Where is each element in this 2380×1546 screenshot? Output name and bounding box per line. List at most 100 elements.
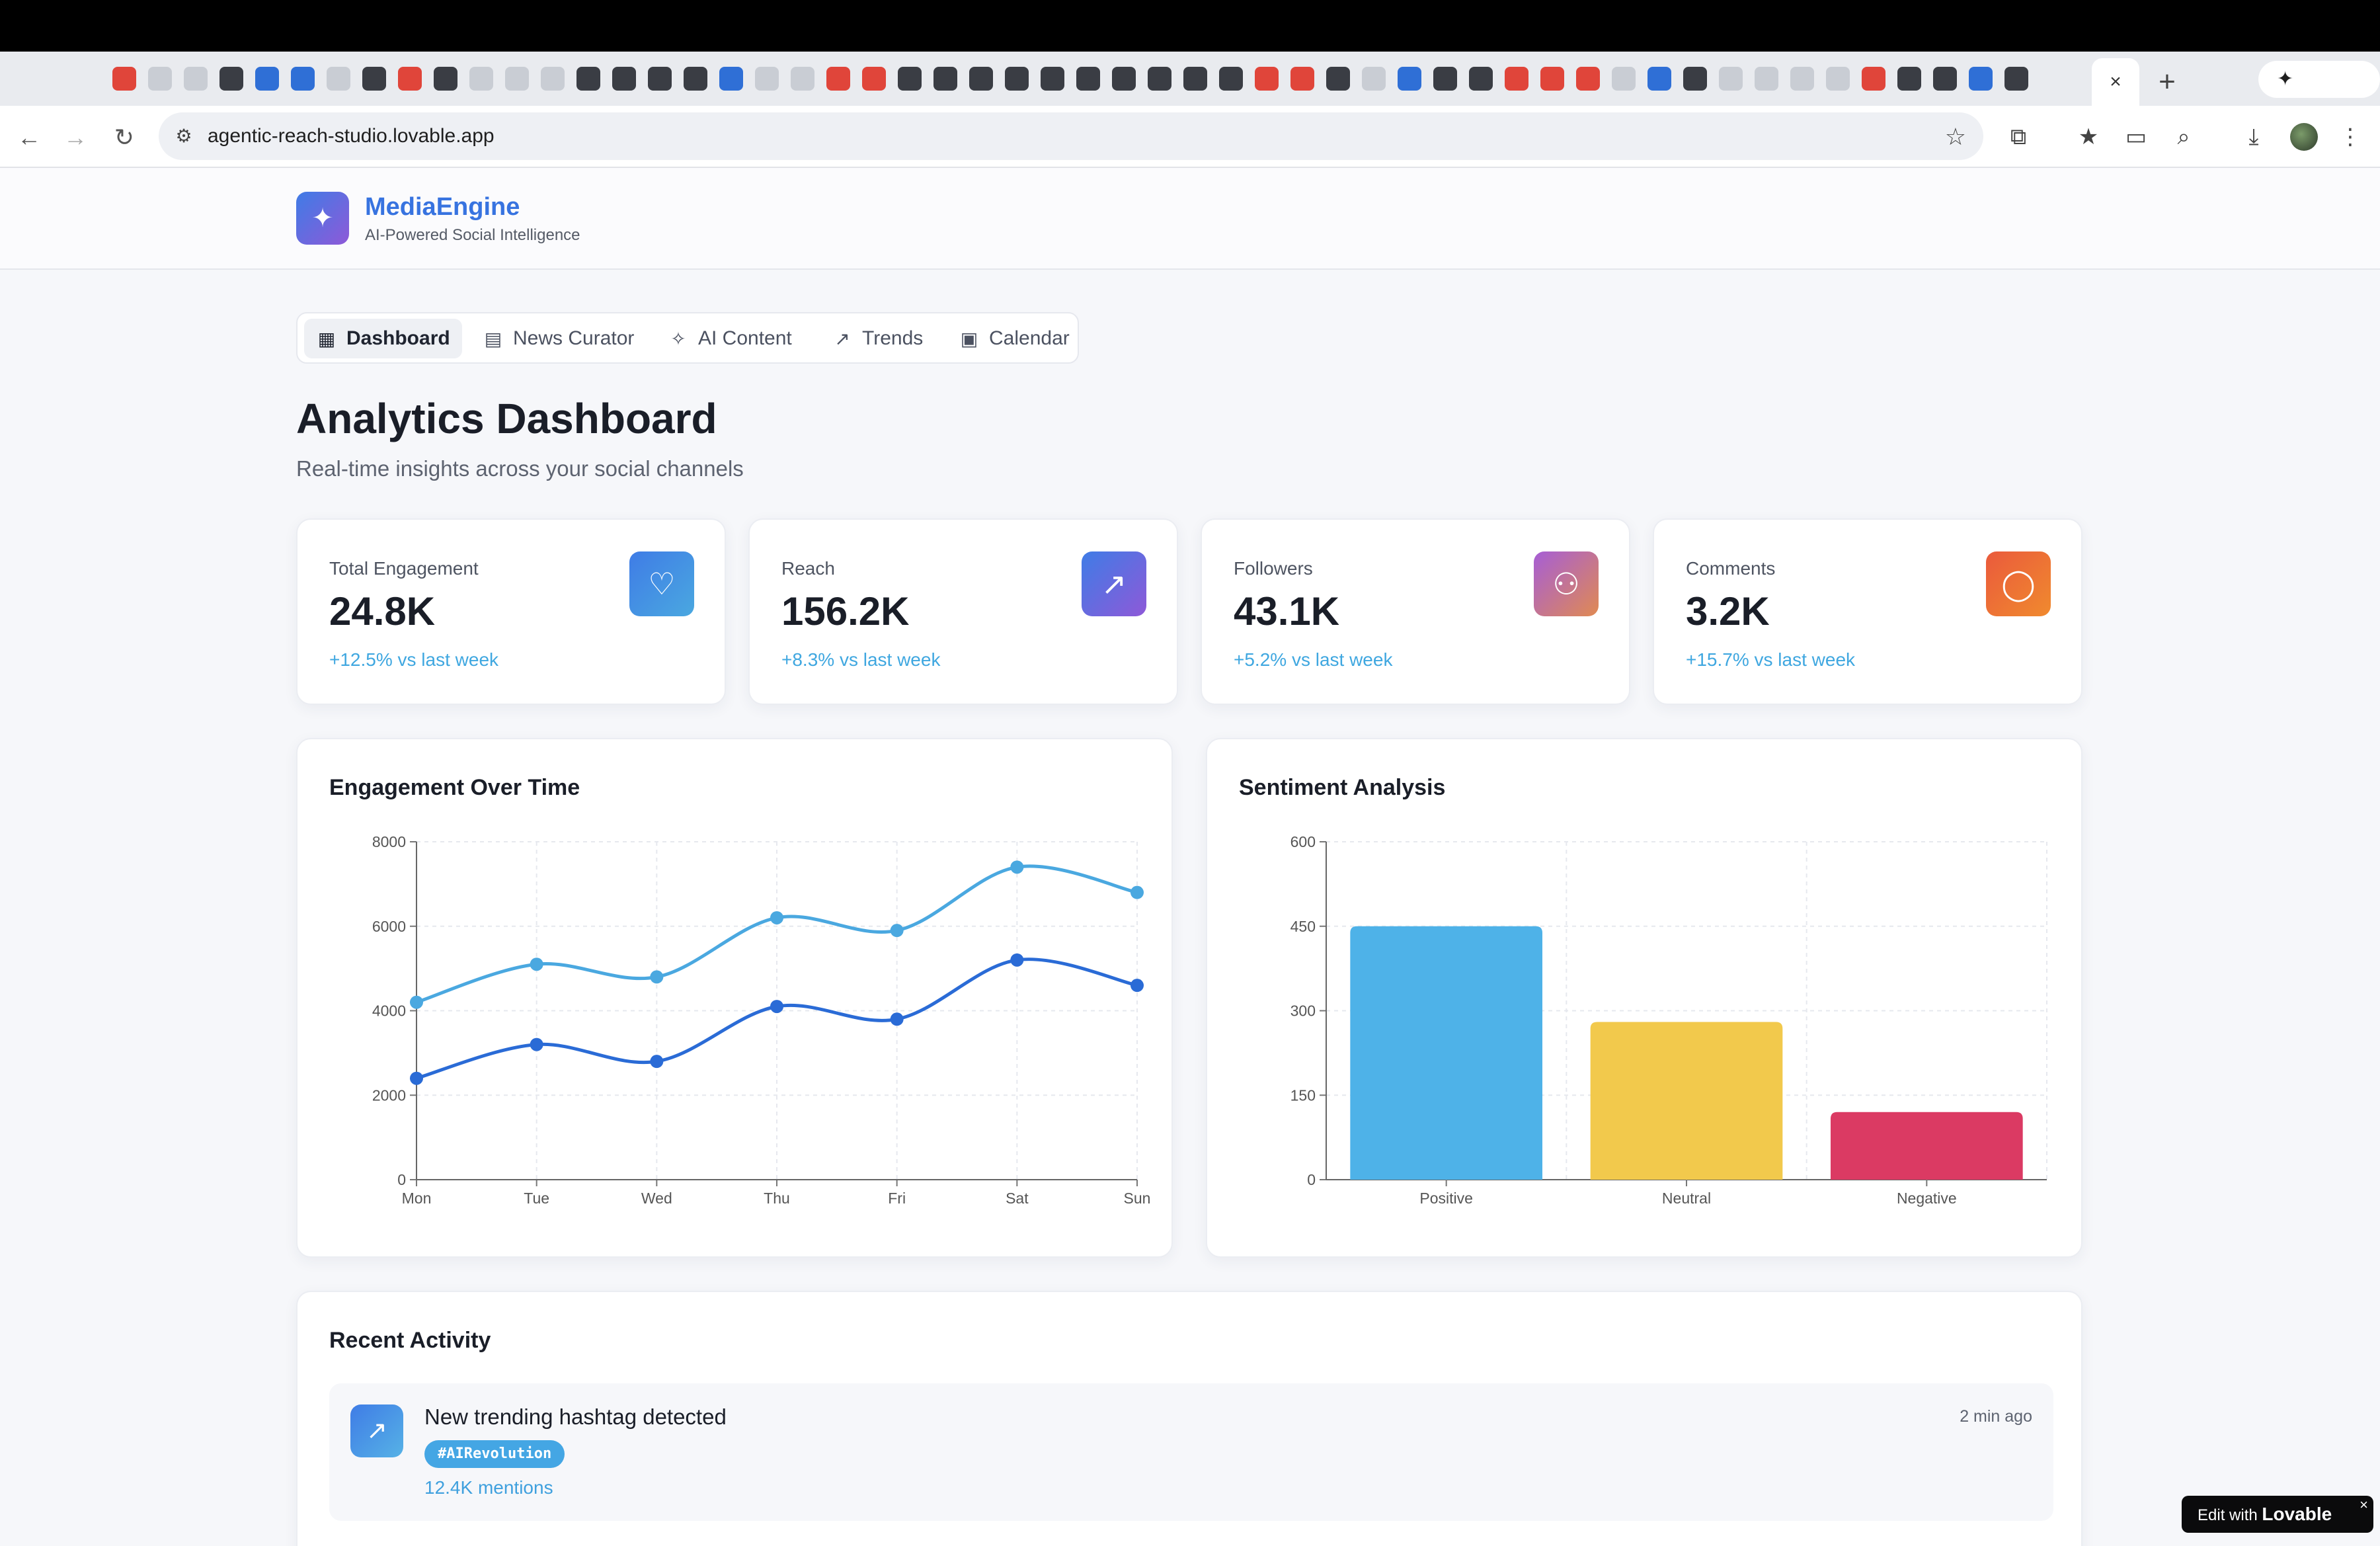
tab-favicon[interactable] [2004, 67, 2028, 91]
tab-favicon[interactable] [1290, 67, 1314, 91]
tab-favicon[interactable] [648, 67, 672, 91]
active-tab-close-button[interactable]: × [2092, 58, 2139, 106]
browser-menu-icon[interactable]: ⋮ [2339, 124, 2361, 149]
tab-favicon[interactable] [1469, 67, 1493, 91]
tab-favicon[interactable] [684, 67, 707, 91]
tab-favicon[interactable] [112, 67, 136, 91]
tab-favicon[interactable] [219, 67, 243, 91]
tab-favicon[interactable] [1897, 67, 1921, 91]
site-info-icon[interactable]: ⚙ [175, 126, 192, 146]
tab-search-icon[interactable]: ⌕ [2177, 124, 2190, 149]
activity-item[interactable]: ↗ New trending hashtag detected #AIRevol… [329, 1383, 2053, 1521]
downloads-icon[interactable]: ⤓ [2248, 124, 2259, 149]
extensions-icon[interactable]: ⧉ [2010, 124, 2027, 149]
reading-mode-icon[interactable]: ▭ [2125, 124, 2147, 149]
tab-favicon[interactable] [755, 67, 779, 91]
address-bar[interactable]: ⚙ agentic-reach-studio.lovable.app ☆ [159, 112, 1983, 160]
tab-favicon[interactable] [1255, 67, 1279, 91]
tab-favicon[interactable] [1540, 67, 1564, 91]
x-tick-label: Positive [1419, 1190, 1473, 1207]
y-tick-label: 450 [1290, 918, 1316, 935]
tab-favicon[interactable] [291, 67, 315, 91]
stat-label: Total Engagement [329, 558, 479, 579]
y-tick-label: 150 [1290, 1086, 1316, 1104]
tab-favicon[interactable] [541, 67, 565, 91]
tab-favicon[interactable] [898, 67, 922, 91]
x-tick-label: Thu [764, 1190, 790, 1207]
tab-trends[interactable]: ↗ Trends [820, 319, 935, 358]
tab-favicon[interactable] [1647, 67, 1671, 91]
y-tick-label: 8000 [372, 833, 406, 850]
tab-favicon[interactable] [398, 67, 422, 91]
tab-favicon[interactable] [1969, 67, 1993, 91]
tab-favicon[interactable] [1683, 67, 1707, 91]
tab-label: Trends [862, 327, 924, 349]
tab-favicon[interactable] [1326, 67, 1350, 91]
forward-icon[interactable]: → [63, 124, 87, 151]
edit-with-lovable-badge[interactable]: Edit with Lovable × [2182, 1496, 2373, 1533]
profile-avatar[interactable] [2290, 123, 2318, 151]
tab-favicon[interactable] [148, 67, 172, 91]
tab-favicon[interactable] [1398, 67, 1421, 91]
bar-neutral [1590, 1022, 1783, 1180]
tab-news-curator[interactable]: ▤ News Curator [471, 319, 646, 358]
app-header [0, 168, 2380, 270]
y-tick-label: 6000 [372, 918, 406, 935]
stat-card-engagement: Total Engagement 24.8K +12.5% vs last we… [296, 518, 726, 705]
tab-calendar[interactable]: ▣ Calendar [947, 319, 1082, 358]
tab-favicon[interactable] [791, 67, 814, 91]
tab-favicon[interactable] [434, 67, 457, 91]
bookmark-star-icon[interactable]: ☆ [1944, 123, 1966, 150]
bar-positive [1350, 926, 1542, 1180]
lovable-close-icon[interactable]: × [2360, 1496, 2368, 1513]
data-point [1130, 979, 1144, 993]
tab-favicon[interactable] [1219, 67, 1243, 91]
tab-favicon[interactable] [1005, 67, 1029, 91]
stat-value: 3.2K [1686, 589, 1770, 633]
tab-favicon[interactable] [469, 67, 493, 91]
stat-label: Followers [1234, 558, 1313, 579]
tab-favicon[interactable] [255, 67, 279, 91]
tab-favicon[interactable] [1505, 67, 1528, 91]
tab-favicon[interactable] [505, 67, 529, 91]
tab-favicon[interactable] [1933, 67, 1957, 91]
tab-favicon[interactable] [327, 67, 350, 91]
data-point [890, 1012, 904, 1026]
tab-dashboard[interactable]: ▦ Dashboard [304, 319, 462, 358]
tab-favicon[interactable] [969, 67, 993, 91]
tab-favicon[interactable] [1755, 67, 1778, 91]
tab-favicon[interactable] [1183, 67, 1207, 91]
new-tab-button[interactable]: + [2159, 65, 2176, 98]
tab-favicon[interactable] [1076, 67, 1100, 91]
tab-favicon[interactable] [362, 67, 386, 91]
tab-favicon[interactable] [576, 67, 600, 91]
tab-ai-content[interactable]: ✧ AI Content [656, 319, 804, 358]
tab-favicon[interactable] [1112, 67, 1136, 91]
tab-favicon[interactable] [719, 67, 743, 91]
data-point [890, 924, 904, 938]
back-icon[interactable]: ← [17, 124, 41, 151]
x-tick-label: Neutral [1662, 1190, 1711, 1207]
stat-value: 43.1K [1234, 589, 1340, 633]
tab-favicon[interactable] [612, 67, 636, 91]
tab-favicon[interactable] [184, 67, 208, 91]
main-nav-tabs: ▦ Dashboard ▤ News Curator ✧ AI Content … [296, 312, 1079, 364]
reload-icon[interactable]: ↻ [114, 124, 135, 151]
tab-favicon[interactable] [1041, 67, 1064, 91]
tab-favicon[interactable] [933, 67, 957, 91]
tab-favicon[interactable] [826, 67, 850, 91]
tab-favicon[interactable] [1826, 67, 1850, 91]
tab-favicon[interactable] [862, 67, 886, 91]
address-url[interactable]: agentic-reach-studio.lovable.app [208, 125, 495, 147]
bookmarks-icon[interactable]: ★ [2078, 124, 2099, 149]
tab-favicon[interactable] [1719, 67, 1743, 91]
gemini-button[interactable]: ✦ Gemini [2258, 61, 2380, 127]
data-point [530, 1037, 543, 1051]
tab-favicon[interactable] [1362, 67, 1386, 91]
tab-favicon[interactable] [1862, 67, 1885, 91]
tab-favicon[interactable] [1148, 67, 1171, 91]
tab-favicon[interactable] [1790, 67, 1814, 91]
tab-favicon[interactable] [1576, 67, 1600, 91]
tab-favicon[interactable] [1612, 67, 1636, 91]
tab-favicon[interactable] [1433, 67, 1457, 91]
